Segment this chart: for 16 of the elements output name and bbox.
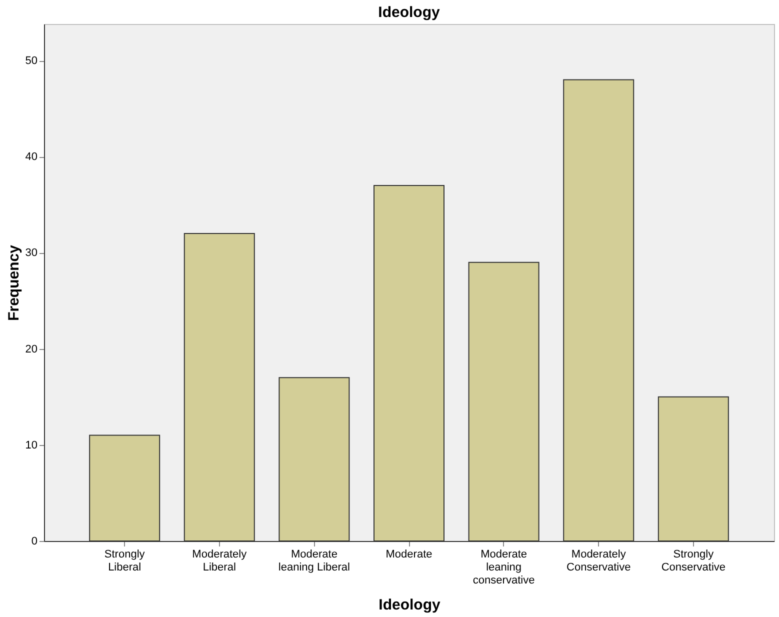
x-tick-label: Strongly Conservative xyxy=(661,548,726,574)
y-axis-title: Frequency xyxy=(5,244,22,321)
chart-title: Ideology xyxy=(378,4,440,21)
y-tick-label: 20 xyxy=(25,343,38,356)
x-axis-title: Ideology xyxy=(378,596,441,614)
y-tick-label: 40 xyxy=(25,151,38,164)
y-tick-label: 50 xyxy=(25,55,38,68)
x-tick-label: Moderately Conservative xyxy=(566,548,631,574)
x-tick-label: Moderately Liberal xyxy=(192,548,248,574)
x-tick-label: Moderate xyxy=(386,548,432,560)
y-tick-label: 30 xyxy=(25,247,38,260)
x-tick-label: Moderate leaning conservative xyxy=(472,548,535,586)
y-tick-label: 10 xyxy=(25,439,38,452)
y-tick-label: 0 xyxy=(31,536,38,548)
x-tick-label: Strongly Liberal xyxy=(104,548,146,574)
x-tick-label: Moderate leaning Liberal xyxy=(278,548,350,574)
